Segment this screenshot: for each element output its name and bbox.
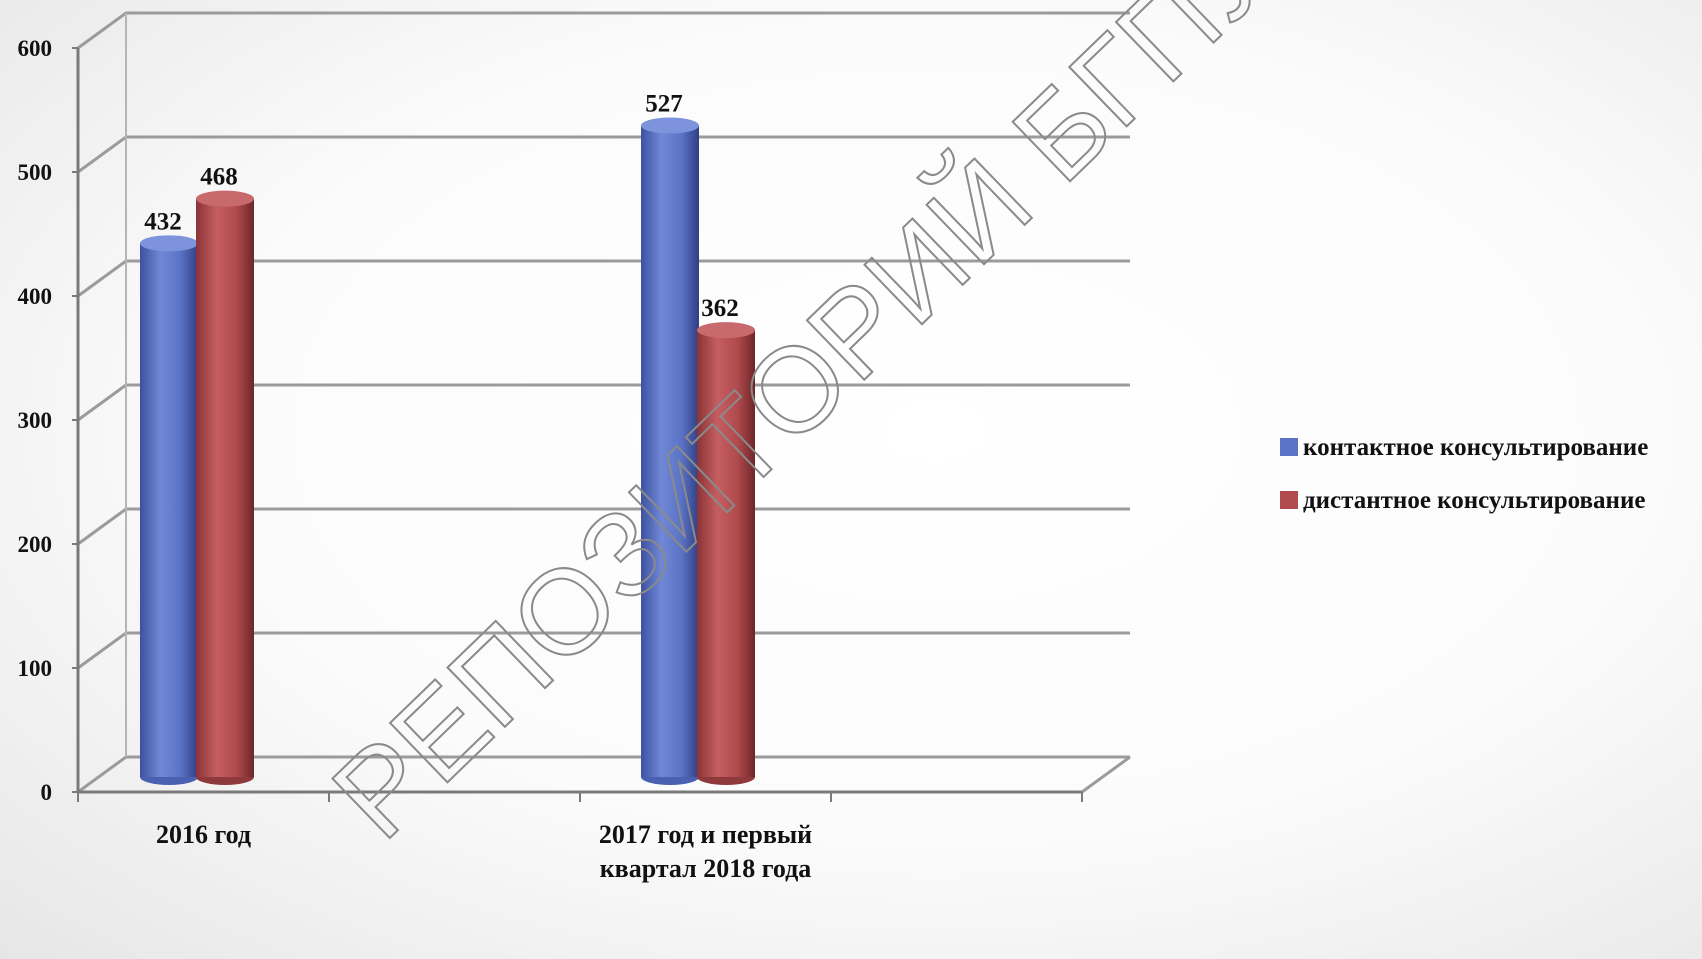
- legend: контактное консультирование дистантное ко…: [1280, 434, 1648, 514]
- legend-item: контактное консультирование: [1280, 434, 1648, 461]
- y-tick-label: 200: [18, 532, 53, 557]
- bar-body: [641, 125, 699, 777]
- bar: [697, 322, 755, 785]
- legend-swatch: [1280, 491, 1298, 509]
- bar: [641, 117, 699, 785]
- legend-label: дистантное консультирование: [1303, 487, 1645, 514]
- data-label: 362: [701, 295, 739, 322]
- data-label: 527: [645, 91, 683, 118]
- y-tick-label: 300: [18, 408, 53, 433]
- y-tick-label: 500: [18, 160, 53, 185]
- data-label: 468: [200, 164, 238, 191]
- y-tick-label: 0: [41, 780, 53, 805]
- y-tick-label: 100: [18, 656, 53, 681]
- x-category-label: 2016 год: [156, 820, 251, 849]
- legend-swatch: [1280, 438, 1298, 456]
- grid-layer: [77, 11, 1131, 794]
- bar-body: [140, 243, 198, 777]
- bar: [196, 190, 254, 785]
- bar-top: [641, 117, 699, 134]
- bar-top: [196, 190, 254, 207]
- gridline: [77, 11, 1130, 50]
- x-category-label: 2017 год и первый: [599, 820, 812, 849]
- legend-label: контактное консультирование: [1303, 434, 1648, 461]
- watermark-text: РЕПОЗИТОРИЙ БГПУ: [307, 0, 1302, 863]
- x-category-label: квартал 2018 года: [600, 854, 812, 883]
- y-tick-label: 600: [18, 36, 53, 61]
- bar-top: [697, 322, 755, 339]
- bar-top: [140, 235, 198, 252]
- bar-body: [697, 330, 755, 777]
- bars-layer: [140, 117, 755, 785]
- bar-body: [196, 198, 254, 777]
- axis-layer: [72, 47, 1083, 802]
- data-label: 432: [144, 208, 182, 235]
- floor-edge: [1081, 755, 1131, 794]
- y-tick-label: 400: [18, 284, 53, 309]
- bar: [140, 235, 198, 785]
- legend-item: дистантное консультирование: [1280, 487, 1645, 514]
- labels-layer: 0 100 200 300 400 500 600 432 468 2016 год 527 362 2…: [18, 36, 813, 883]
